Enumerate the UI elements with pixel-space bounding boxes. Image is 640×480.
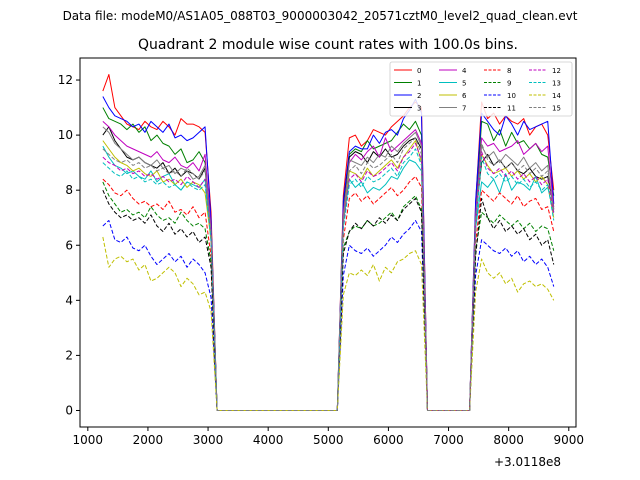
legend-label-7: 7 xyxy=(462,105,466,113)
legend-label-5: 5 xyxy=(462,80,466,88)
series-line-14 xyxy=(102,236,555,411)
x-tick-label: 3000 xyxy=(193,433,224,447)
y-tick-label: 12 xyxy=(58,73,73,87)
legend-label-6: 6 xyxy=(462,92,467,100)
x-tick-label: 5000 xyxy=(313,433,344,447)
series-lines xyxy=(102,74,555,411)
x-tick-label: 2000 xyxy=(133,433,164,447)
y-tick-label: 0 xyxy=(65,403,73,417)
x-axis-ticks: 1000 2000 3000 4000 5000 6000 7000 8000 9000 xyxy=(73,427,585,447)
legend-label-8: 8 xyxy=(507,67,511,75)
x-tick-label: 4000 xyxy=(253,433,284,447)
series-line-15 xyxy=(102,137,555,411)
legend-label-12: 12 xyxy=(552,67,561,75)
y-tick-label: 2 xyxy=(65,348,73,362)
legend-label-0: 0 xyxy=(417,67,421,75)
legend-label-10: 10 xyxy=(507,92,516,100)
figure-suptitle: Data file: modeM0/AS1A05_088T03_90000030… xyxy=(63,9,578,23)
legend-label-13: 13 xyxy=(552,80,561,88)
y-tick-label: 10 xyxy=(58,128,73,142)
x-tick-label: 1000 xyxy=(73,433,104,447)
series-line-9 xyxy=(102,181,555,411)
x-tick-label: 6000 xyxy=(373,433,404,447)
legend-label-4: 4 xyxy=(462,67,467,75)
series-line-10 xyxy=(102,219,555,411)
y-tick-label: 4 xyxy=(65,293,73,307)
chart-title: Quadrant 2 module wise count rates with … xyxy=(138,37,518,53)
legend-label-9: 9 xyxy=(507,80,511,88)
legend-box xyxy=(389,61,573,117)
legend-label-2: 2 xyxy=(417,92,421,100)
legend-label-15: 15 xyxy=(552,105,561,113)
legend-label-11: 11 xyxy=(507,105,516,113)
legend-label-3: 3 xyxy=(417,105,421,113)
series-line-11 xyxy=(102,189,555,411)
x-axis-offset-label: +3.0118e8 xyxy=(494,455,561,469)
y-axis-ticks: 0 2 4 6 8 10 12 xyxy=(58,73,80,417)
legend-label-14: 14 xyxy=(552,92,561,100)
y-tick-label: 6 xyxy=(65,238,73,252)
legend-label-1: 1 xyxy=(417,80,421,88)
y-tick-label: 8 xyxy=(65,183,73,197)
x-tick-label: 8000 xyxy=(493,433,524,447)
x-tick-label: 9000 xyxy=(554,433,585,447)
x-tick-label: 7000 xyxy=(433,433,464,447)
